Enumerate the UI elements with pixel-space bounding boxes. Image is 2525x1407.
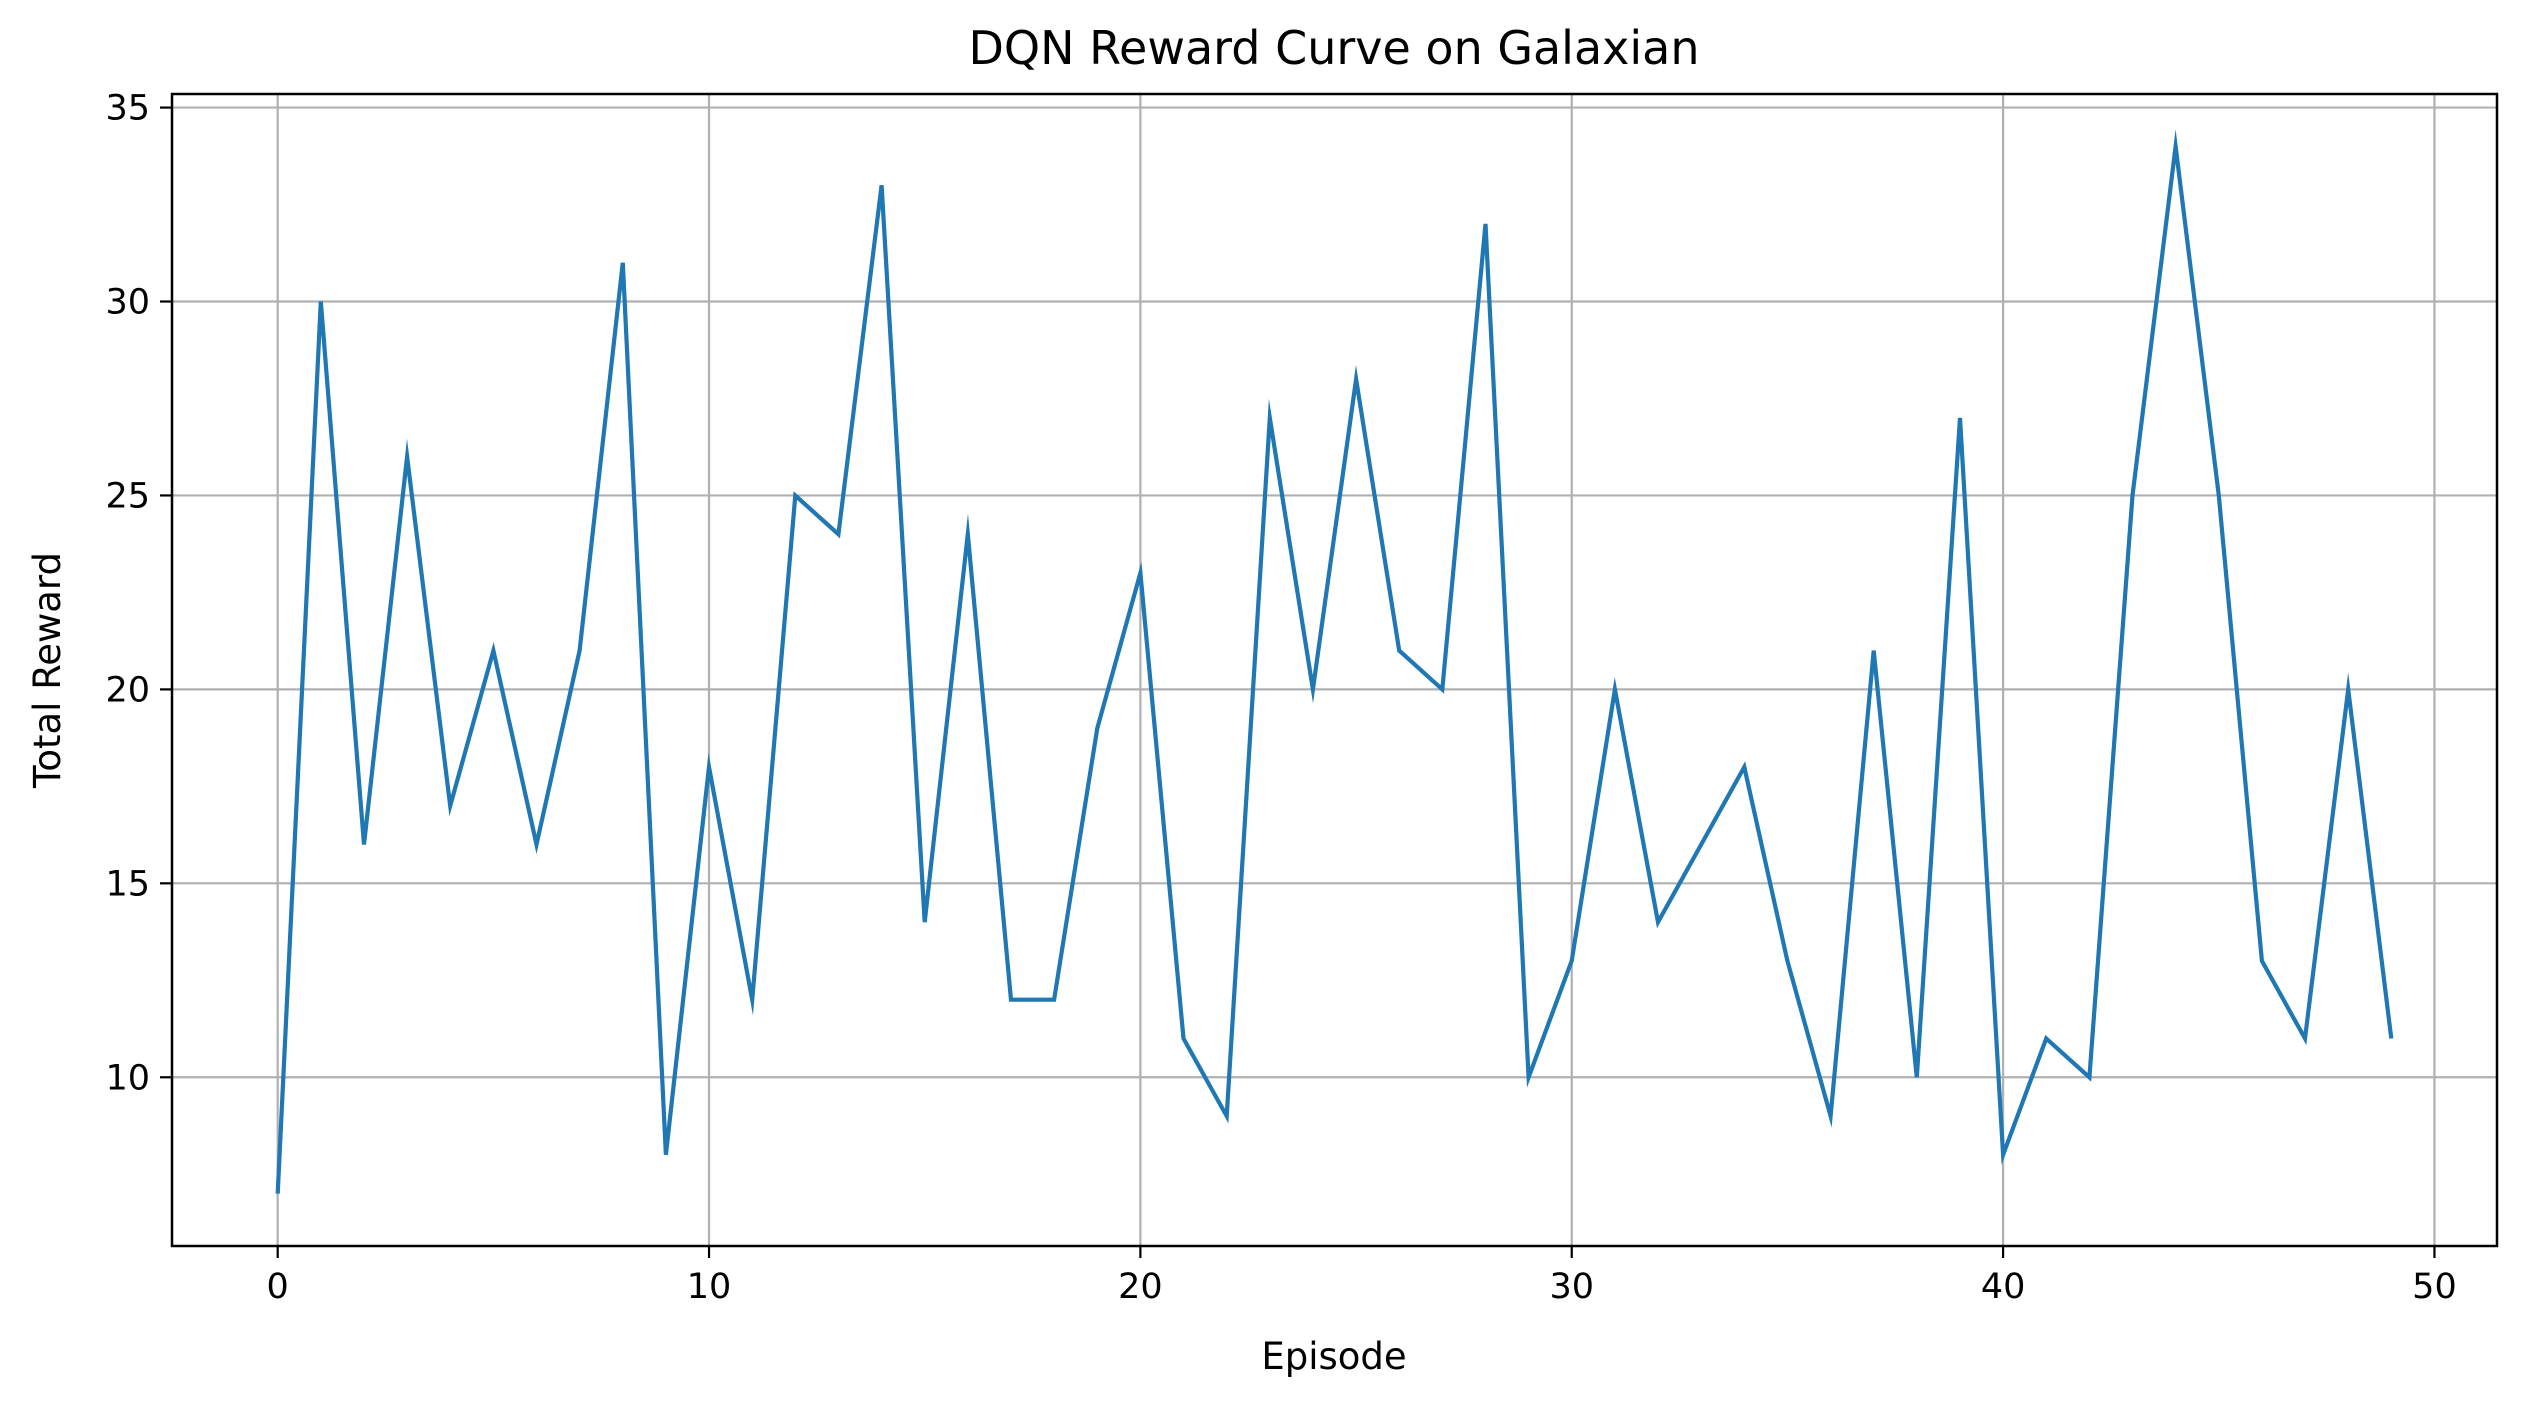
x-tick-label: 10 [687, 1267, 732, 1307]
y-tick-label: 30 [105, 283, 150, 323]
series-layer [275, 129, 2394, 1194]
x-tick-label: 30 [1549, 1267, 1594, 1307]
x-tick-label: 20 [1118, 1267, 1163, 1307]
y-axis-ticks: 10 15 20 25 30 35 [105, 89, 172, 1098]
y-axis-label: Total Reward [26, 552, 69, 789]
x-axis-ticks: 0 10 20 30 40 50 [267, 1246, 2457, 1307]
series-line-0 [275, 129, 2394, 1194]
x-tick-label: 40 [1981, 1267, 2026, 1307]
x-tick-label: 0 [267, 1267, 289, 1307]
x-tick-label: 50 [2412, 1267, 2457, 1307]
x-axis-label: Episode [1261, 1335, 1406, 1378]
plot-frame [170, 92, 2499, 1248]
grid-lines [172, 94, 2497, 1246]
y-tick-label: 15 [105, 864, 150, 904]
chart-title: DQN Reward Curve on Galaxian [969, 21, 1700, 75]
y-tick-label: 20 [105, 670, 150, 710]
y-tick-label: 10 [105, 1058, 150, 1098]
y-tick-label: 35 [105, 89, 150, 129]
y-tick-label: 25 [105, 476, 150, 516]
